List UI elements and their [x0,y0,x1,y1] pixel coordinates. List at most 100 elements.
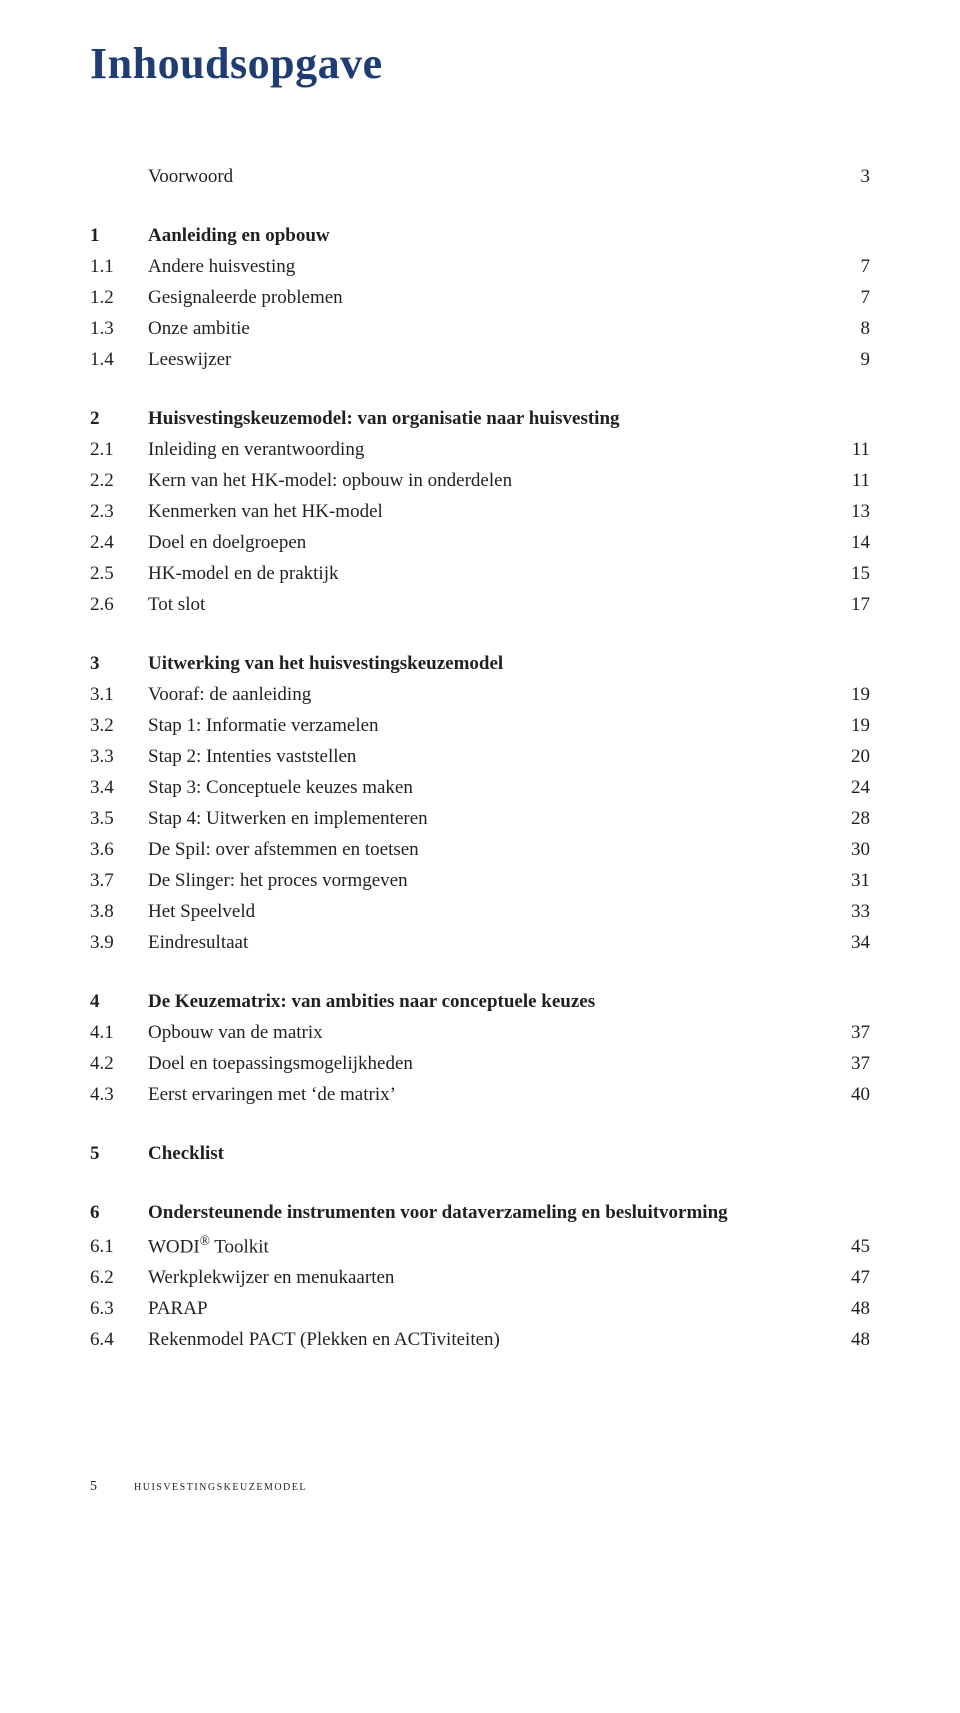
toc-row: 4.1 Opbouw van de matrix 37 [90,1023,870,1042]
toc-num: 1 [90,226,148,245]
toc-row: 4.2 Doel en toepassingsmogelijkheden 37 [90,1054,870,1073]
toc-page: 45 [830,1237,870,1256]
toc-row: 2.5 HK-model en de praktijk 15 [90,564,870,583]
toc-label: Gesignaleerde problemen [148,288,830,307]
toc-num: 1.4 [90,350,148,369]
toc-page: 9 [830,350,870,369]
toc-page: 34 [830,933,870,952]
toc-num: 2.4 [90,533,148,552]
toc-row: 2.1 Inleiding en verantwoording 11 [90,440,870,459]
toc-label: De Spil: over afstemmen en toetsen [148,840,830,859]
toc-num: 1.1 [90,257,148,276]
toc-page: 30 [830,840,870,859]
toc-num: 5 [90,1144,148,1163]
toc-page: 40 [830,1085,870,1104]
toc-row: 2.3 Kenmerken van het HK-model 13 [90,502,870,521]
page-number: 5 [90,1479,130,1495]
page-title: Inhoudsopgave [90,38,870,89]
toc-row: 2.2 Kern van het HK-model: opbouw in ond… [90,471,870,490]
toc-page: 28 [830,809,870,828]
toc-page: 7 [830,257,870,276]
toc-row: 3.8 Het Speelveld 33 [90,902,870,921]
toc-page: 37 [830,1023,870,1042]
toc-page: 48 [830,1330,870,1349]
toc-row: 2.4 Doel en doelgroepen 14 [90,533,870,552]
toc-label: Stap 3: Conceptuele keuzes maken [148,778,830,797]
toc-row: 3.3 Stap 2: Intenties vaststellen 20 [90,747,870,766]
toc-label: Ondersteunende instrumenten voor dataver… [148,1203,830,1222]
toc-num: 3.3 [90,747,148,766]
toc-page: 19 [830,716,870,735]
toc-heading: 4 De Keuzematrix: van ambities naar conc… [90,992,870,1011]
toc-row: 2.6 Tot slot 17 [90,595,870,614]
toc-row: 3.2 Stap 1: Informatie verzamelen 19 [90,716,870,735]
toc-label: De Slinger: het proces vormgeven [148,871,830,890]
toc-section-4: 4 De Keuzematrix: van ambities naar conc… [90,992,870,1104]
toc-num: 4 [90,992,148,1011]
toc-row: 3.6 De Spil: over afstemmen en toetsen 3… [90,840,870,859]
toc-page: 11 [830,440,870,459]
toc-row: 3.5 Stap 4: Uitwerken en implementeren 2… [90,809,870,828]
toc-heading: 3 Uitwerking van het huisvestingskeuzemo… [90,654,870,673]
toc-section-3: 3 Uitwerking van het huisvestingskeuzemo… [90,654,870,952]
toc-label: WODI® Toolkit [148,1234,830,1256]
toc-page: 14 [830,533,870,552]
toc-heading: 2 Huisvestingskeuzemodel: van organisati… [90,409,870,428]
toc-num: 2.2 [90,471,148,490]
registered-icon: ® [200,1233,210,1248]
toc-num: 3.6 [90,840,148,859]
toc-num: 3.5 [90,809,148,828]
toc-row: 3.4 Stap 3: Conceptuele keuzes maken 24 [90,778,870,797]
toc-label: Stap 4: Uitwerken en implementeren [148,809,830,828]
toc-section-6: 6 Ondersteunende instrumenten voor datav… [90,1203,870,1349]
toc-label-pre: WODI [148,1236,200,1257]
toc-label: Eindresultaat [148,933,830,952]
toc-page: 48 [830,1299,870,1318]
toc-num: 3 [90,654,148,673]
toc-label: Doel en toepassingsmogelijkheden [148,1054,830,1073]
toc-num: 6.3 [90,1299,148,1318]
toc-page: 15 [830,564,870,583]
toc-label: Rekenmodel PACT (Plekken en ACTiviteiten… [148,1330,830,1349]
toc-row: 6.1 WODI® Toolkit 45 [90,1234,870,1256]
toc-num: 3.4 [90,778,148,797]
toc-num: 2.1 [90,440,148,459]
toc-label: Aanleiding en opbouw [148,226,830,245]
toc-heading: 1 Aanleiding en opbouw [90,226,870,245]
toc-label: HK-model en de praktijk [148,564,830,583]
toc-num: 3.7 [90,871,148,890]
toc-num: 2.3 [90,502,148,521]
toc-page: 24 [830,778,870,797]
toc-label: Inleiding en verantwoording [148,440,830,459]
toc-page: 37 [830,1054,870,1073]
toc-label-post: Toolkit [210,1236,269,1257]
toc-num: 3.1 [90,685,148,704]
toc-section-1: 1 Aanleiding en opbouw 1.1 Andere huisve… [90,226,870,369]
toc-page: 33 [830,902,870,921]
toc-num: 3.9 [90,933,148,952]
toc-section-front: Voorwoord 3 [90,167,870,186]
toc-num: 2 [90,409,148,428]
toc-label: Stap 2: Intenties vaststellen [148,747,830,766]
toc-page: 3 [830,167,870,186]
toc-row: 1.3 Onze ambitie 8 [90,319,870,338]
toc-num: 3.2 [90,716,148,735]
toc-label: Vooraf: de aanleiding [148,685,830,704]
toc-label: De Keuzematrix: van ambities naar concep… [148,992,830,1011]
toc-row: 3.1 Vooraf: de aanleiding 19 [90,685,870,704]
toc-label: Leeswijzer [148,350,830,369]
toc-num: 4.3 [90,1085,148,1104]
toc-num: 6.4 [90,1330,148,1349]
toc-num: 3.8 [90,902,148,921]
toc-label: Eerst ervaringen met ‘de matrix’ [148,1085,830,1104]
toc-row: 1.2 Gesignaleerde problemen 7 [90,288,870,307]
toc-label: Checklist [148,1144,830,1163]
toc-page: 7 [830,288,870,307]
toc-label: Huisvestingskeuzemodel: van organisatie … [148,409,830,428]
toc-row: 3.7 De Slinger: het proces vormgeven 31 [90,871,870,890]
toc-num: 2.5 [90,564,148,583]
toc-label: Kenmerken van het HK-model [148,502,830,521]
toc-row: 1.4 Leeswijzer 9 [90,350,870,369]
toc-label: Onze ambitie [148,319,830,338]
toc-row: 6.2 Werkplekwijzer en menukaarten 47 [90,1268,870,1287]
